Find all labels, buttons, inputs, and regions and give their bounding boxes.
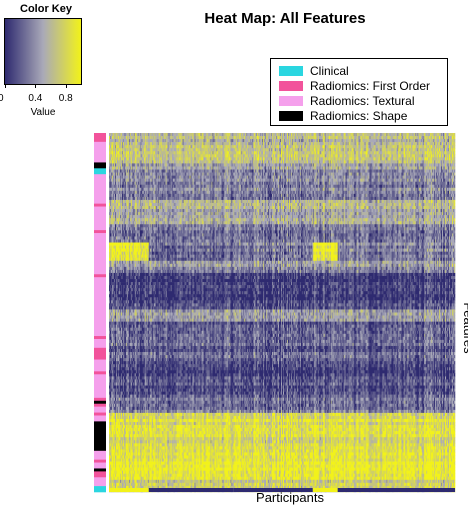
heatmap-cells	[109, 133, 455, 492]
legend-entry: Radiomics: First Order	[279, 79, 430, 93]
row-category-bar	[94, 233, 106, 274]
column-cluster-strip	[109, 488, 149, 492]
row-category-bar	[94, 413, 106, 416]
row-category-bar	[94, 274, 106, 277]
row-category-bar	[94, 398, 106, 401]
row-category-bar	[94, 374, 106, 398]
row-category-bar	[94, 360, 106, 372]
row-category-bar	[94, 486, 106, 492]
row-category-bar	[94, 207, 106, 231]
row-category-bar	[94, 477, 106, 486]
legend-entry: Radiomics: Shape	[279, 109, 407, 123]
x-axis-label: Participants	[240, 490, 340, 505]
row-category-bar	[94, 471, 106, 477]
row-category-bar	[94, 371, 106, 374]
legend-entry: Radiomics: Textural	[279, 94, 414, 108]
row-category-bar	[94, 463, 106, 469]
row-category-bar	[94, 421, 106, 451]
legend-label: Clinical	[310, 64, 349, 78]
row-category-bar	[94, 204, 106, 207]
legend-swatch	[279, 66, 303, 76]
row-category-bar	[94, 401, 106, 404]
legend-label: Radiomics: Textural	[310, 94, 414, 108]
legend-swatch	[279, 81, 303, 91]
row-category-bar	[94, 460, 106, 463]
legend-swatch	[279, 111, 303, 121]
row-category-bar	[94, 277, 106, 336]
row-category-bar	[94, 336, 106, 339]
row-category-bar	[94, 174, 106, 204]
column-cluster-strip	[149, 488, 234, 492]
row-category-bar	[94, 451, 106, 460]
y-axis-label: Features	[460, 293, 468, 363]
row-category-bar	[94, 168, 106, 174]
row-category-bar	[94, 468, 106, 471]
row-category-bar	[94, 339, 106, 348]
legend-entry: Clinical	[279, 64, 349, 78]
row-category-bar	[94, 415, 106, 421]
row-category-bar	[94, 133, 106, 142]
column-cluster-strip	[338, 488, 455, 492]
row-category-bar	[94, 404, 106, 407]
row-category-bar	[94, 162, 106, 168]
legend-label: Radiomics: Shape	[310, 109, 407, 123]
legend-label: Radiomics: First Order	[310, 79, 430, 93]
legend: Clinical Radiomics: First Order Radiomics:…	[270, 58, 448, 126]
legend-swatch	[279, 96, 303, 106]
row-category-bar	[94, 407, 106, 413]
row-category-bar	[94, 230, 106, 233]
row-category-bar	[94, 142, 106, 163]
row-category-bar	[94, 348, 106, 360]
